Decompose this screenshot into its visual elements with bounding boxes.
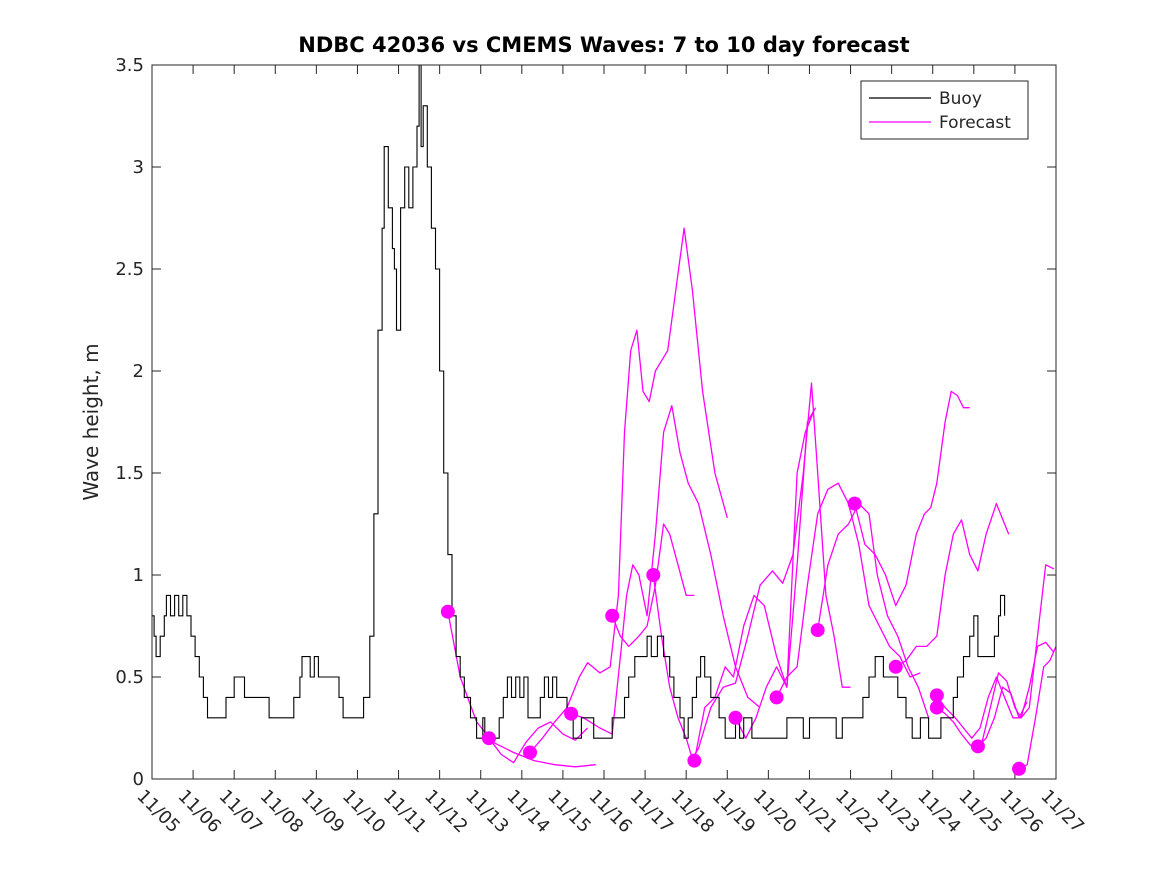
forecast-start-marker-16 bbox=[1012, 761, 1027, 776]
forecast-line-3 bbox=[529, 227, 728, 753]
forecast-start-marker-8 bbox=[728, 710, 743, 725]
forecast-start-marker-4 bbox=[564, 706, 579, 721]
forecast-line-4 bbox=[570, 405, 761, 735]
forecast-line-15 bbox=[977, 686, 1028, 747]
forecast-line-1 bbox=[447, 611, 596, 768]
forecast-start-marker-7 bbox=[687, 753, 702, 768]
y-tick-label: 0.5 bbox=[115, 667, 144, 688]
axis-frame bbox=[151, 64, 1057, 780]
buoy-series bbox=[152, 64, 1006, 739]
axis-ticks bbox=[151, 64, 1057, 780]
forecast-start-marker-11 bbox=[847, 496, 862, 511]
forecast-line-16 bbox=[1018, 646, 1057, 770]
y-tick-label: 2.5 bbox=[115, 259, 144, 280]
forecast-line-14 bbox=[936, 564, 1055, 752]
forecast-start-marker-5 bbox=[605, 608, 620, 623]
forecast-line-5 bbox=[611, 523, 695, 648]
forecast-start-marker-2 bbox=[481, 731, 496, 746]
forecast-start-marker-13 bbox=[929, 688, 944, 703]
y-axis-label: Wave height, m bbox=[79, 343, 103, 500]
forecast-start-markers bbox=[440, 496, 1027, 776]
forecast-line-12 bbox=[895, 502, 1010, 668]
forecast-line-10 bbox=[817, 502, 930, 719]
forecast-line-6 bbox=[652, 382, 851, 760]
forecast-line-2 bbox=[488, 721, 589, 764]
forecast-start-marker-12 bbox=[888, 659, 903, 674]
y-tick-label: 1 bbox=[133, 565, 144, 586]
forecast-start-marker-14 bbox=[929, 700, 944, 715]
forecast-start-marker-10 bbox=[810, 623, 825, 638]
legend: Buoy Forecast bbox=[860, 80, 1029, 140]
legend-box bbox=[860, 80, 1029, 140]
legend-buoy-label: Buoy bbox=[939, 89, 982, 109]
y-tick-label: 3.5 bbox=[115, 55, 144, 76]
forecast-start-marker-6 bbox=[646, 568, 661, 582]
forecast-start-marker-1 bbox=[440, 604, 455, 619]
forecast-start-marker-9 bbox=[769, 690, 784, 705]
plot-area bbox=[152, 65, 1056, 779]
forecast-start-marker-3 bbox=[523, 745, 538, 760]
chart-title: NDBC 42036 vs CMEMS Waves: 7 to 10 day f… bbox=[298, 33, 909, 57]
y-tick-label: 0 bbox=[133, 769, 144, 790]
forecast-line-8 bbox=[734, 411, 815, 739]
legend-forecast-label: Forecast bbox=[939, 113, 1011, 133]
forecast-start-marker-15 bbox=[970, 739, 985, 754]
y-tick-labels: 0 0.5 1 1.5 2 2.5 3 3.5 bbox=[115, 55, 144, 790]
y-tick-label: 3 bbox=[133, 157, 144, 178]
y-tick-label: 1.5 bbox=[115, 463, 144, 484]
forecast-line-11 bbox=[854, 390, 970, 607]
y-tick-label: 2 bbox=[133, 361, 144, 382]
buoy-line bbox=[152, 64, 1006, 739]
axes bbox=[151, 64, 1057, 780]
